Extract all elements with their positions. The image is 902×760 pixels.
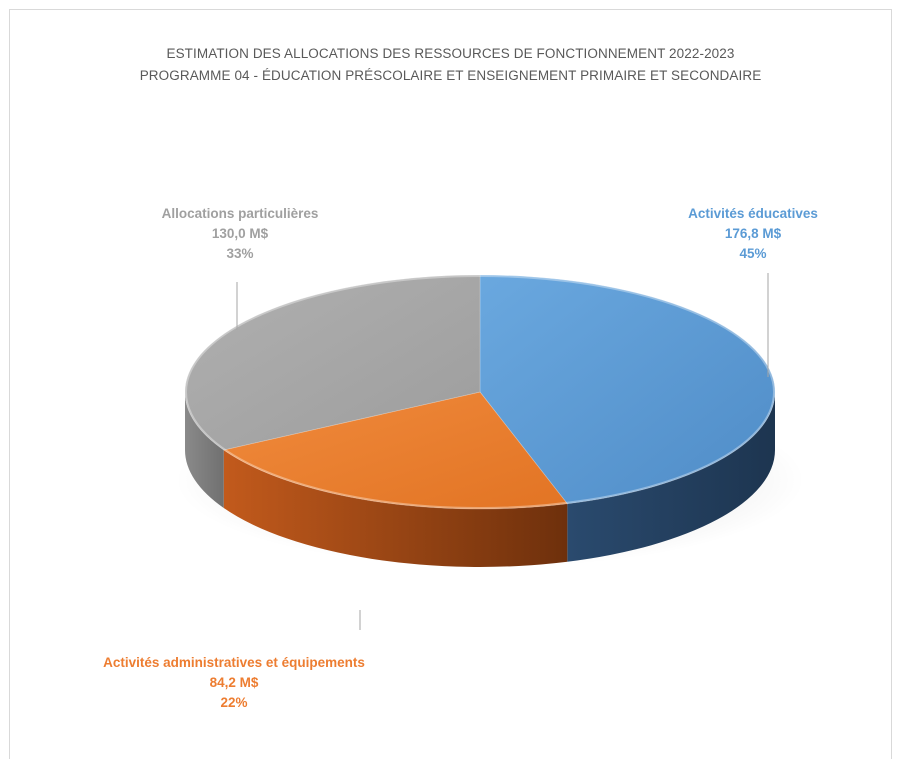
slice-allocations-particulieres-percent: 33% (226, 246, 253, 261)
slice-activites-educatives-name: Activités éducatives (688, 206, 818, 221)
chart-subtitle: PROGRAMME 04 - ÉDUCATION PRÉSCOLAIRE ET … (139, 68, 762, 83)
slice-activites-administratives-value: 84,2 M$ (210, 675, 259, 690)
pie-rim (185, 275, 775, 509)
slice-allocations-particulieres-side (185, 392, 224, 508)
slice-activites-educatives-label: Activités éducatives 176,8 M$ 45% (688, 206, 818, 261)
slice-activites-educatives-percent: 45% (739, 246, 766, 261)
chart-title: ESTIMATION DES ALLOCATIONS DES RESSOURCE… (166, 46, 735, 61)
slice-activites-educatives-side (567, 392, 775, 562)
slice-activites-educatives (479, 274, 776, 505)
slice-activites-administratives-percent: 22% (220, 695, 247, 710)
slice-activites-educatives-value: 176,8 M$ (725, 226, 782, 241)
slice-activites-administratives-name: Activités administratives et équipements (103, 655, 365, 670)
slice-activites-administratives (222, 391, 569, 510)
slice-allocations-particulieres-name: Allocations particulières (162, 206, 319, 221)
slice-allocations-particulieres-value: 130,0 M$ (212, 226, 269, 241)
slice-allocations-particulieres-label: Allocations particulières 130,0 M$ 33% (162, 206, 319, 261)
slice-allocations-particulieres (184, 274, 481, 451)
slice-activites-administratives-label: Activités administratives et équipements… (103, 655, 365, 710)
slice-activites-administratives-side (223, 449, 568, 568)
